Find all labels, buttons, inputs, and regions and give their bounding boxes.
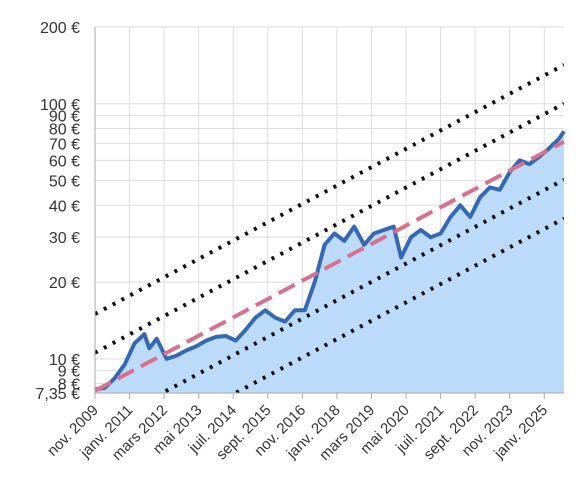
y-tick-label: 60 € [49, 153, 80, 170]
y-tick-label: 50 € [49, 174, 80, 191]
y-axis-ticks: 200 €100 €90 €80 €70 €60 €50 €40 €30 €20… [36, 20, 81, 403]
y-tick-label: 40 € [49, 198, 80, 215]
y-tick-label: 20 € [49, 275, 80, 292]
y-tick-label: 200 € [40, 20, 80, 37]
y-tick-label: 70 € [49, 136, 80, 153]
y-tick-label: 7,35 € [36, 386, 81, 403]
y-tick-label: 30 € [49, 230, 80, 247]
